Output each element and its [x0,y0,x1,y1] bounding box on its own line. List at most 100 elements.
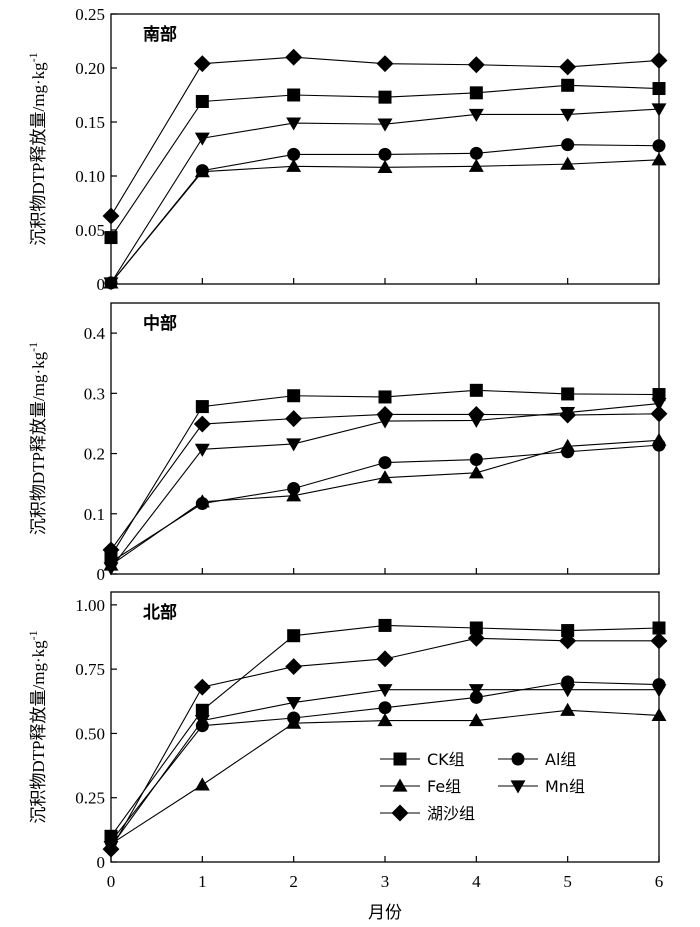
data-point [561,78,575,92]
data-point [469,86,483,100]
data-point [195,703,209,717]
legend-marker [511,752,525,766]
data-point [652,388,666,402]
x-tick-label: 6 [655,872,664,891]
data-point [194,443,210,457]
panel-frame [110,302,660,575]
data-point [195,94,209,108]
x-tick-label: 3 [381,872,390,891]
series-fe [103,152,667,289]
legend-marker [391,804,409,822]
y-tick-label: 0.20 [75,59,105,78]
data-point [378,147,392,161]
data-point [469,146,483,160]
series-line [110,637,659,850]
panel-title: 中部 [143,313,177,334]
x-axis: 0 1 2 3 4 5 6 [107,872,664,891]
data-point [193,55,211,73]
series-mn [103,684,667,855]
legend-entry-hs: 湖沙组 [380,804,475,823]
data-point [652,621,666,635]
panel-frame [110,591,660,863]
data-point [651,103,667,117]
x-tick-label: 0 [107,872,116,891]
data-point [194,714,210,729]
data-point [194,132,210,146]
data-point [286,158,302,172]
data-point [285,48,303,66]
data-point [285,658,303,676]
chart-panels: 00.050.100.150.200.25南部沉积物DTP释放量/mg·kg-1… [26,5,668,872]
legend-marker [510,780,526,794]
legend-marker [393,752,407,766]
data-point [287,389,301,403]
data-point [559,406,577,424]
data-point [467,56,485,74]
data-point [468,108,484,122]
data-point [650,51,668,69]
series-mn [103,397,667,576]
data-point [651,707,667,722]
data-point [651,432,667,446]
data-point [193,415,211,433]
data-point [286,715,302,729]
series-hs [102,405,668,559]
y-tick-label: 0.25 [75,789,105,808]
data-point [650,405,668,423]
data-point [286,117,302,131]
data-point [103,277,119,291]
series-line [110,56,660,217]
x-axis-label: 月份 [368,903,402,923]
data-point [652,82,666,96]
data-point [102,541,120,559]
data-point [651,152,667,166]
data-point [102,840,120,858]
data-point [103,562,119,576]
data-point [469,690,483,704]
data-point [285,410,303,428]
legend-label: Fe组 [427,777,461,796]
data-point [377,713,393,727]
y-tick-label: 0.15 [75,113,105,132]
y-tick-label: 0.50 [75,724,105,743]
panel-title: 南部 [143,24,177,45]
data-point [561,624,575,638]
data-point [467,405,485,423]
legend-entry-fe: Fe组 [380,777,461,796]
data-point [194,164,210,178]
data-point [194,494,210,508]
y-tick-label: 0.05 [75,221,105,240]
data-point [561,138,575,152]
panel-title: 北部 [143,602,177,623]
y-tick-label: 0.3 [84,384,105,403]
data-point [378,618,392,632]
x-tick-label: 2 [289,872,298,891]
y-axis-label: 沉积物DTP释放量/mg·kg-1 [26,52,48,245]
data-point [286,696,302,711]
data-point [468,158,484,172]
series-ck [104,618,666,843]
data-point [560,684,576,698]
x-tick-label: 5 [563,872,572,891]
data-point [104,231,118,245]
y-tick-label: 0 [97,853,106,872]
data-point [287,147,301,161]
y-tick-label: 0.75 [75,660,105,679]
data-point [559,632,577,650]
data-point [377,470,393,484]
series-fe [103,702,667,850]
data-point [652,139,666,153]
data-point [286,488,302,502]
legend-entry-mn: Mn组 [498,777,585,796]
legend-label: 湖沙组 [427,804,475,823]
data-point [560,108,576,122]
data-point [286,438,302,452]
series-hs [102,48,668,225]
data-point [560,438,576,452]
data-point [468,465,484,479]
